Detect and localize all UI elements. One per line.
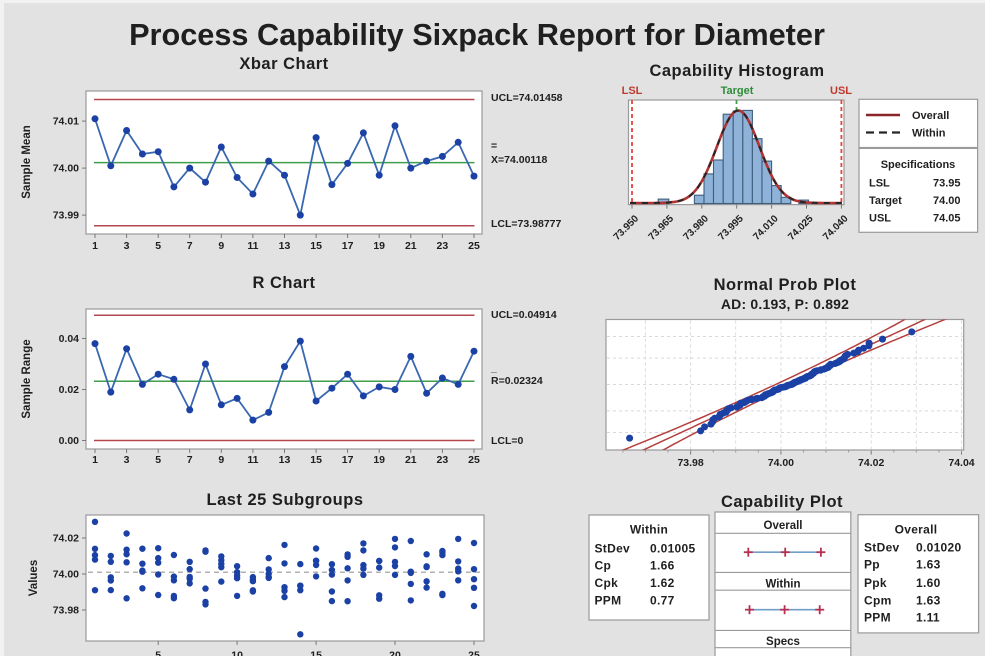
svg-text:StDev: StDev <box>595 542 631 556</box>
svg-text:Overall: Overall <box>895 523 938 537</box>
svg-text:13: 13 <box>279 454 291 466</box>
svg-text:23: 23 <box>437 240 449 252</box>
svg-text:19: 19 <box>373 240 385 252</box>
svg-text:UCL=0.04914: UCL=0.04914 <box>491 309 557 321</box>
svg-text:0.01020: 0.01020 <box>916 541 962 555</box>
svg-text:73.98: 73.98 <box>677 457 703 469</box>
svg-text:1.63: 1.63 <box>916 594 941 608</box>
svg-text:0.04: 0.04 <box>59 333 80 345</box>
svg-text:17: 17 <box>342 240 354 252</box>
svg-text:0.00: 0.00 <box>59 435 80 447</box>
svg-text:11: 11 <box>247 454 258 466</box>
svg-text:Capability Plot: Capability Plot <box>721 493 843 511</box>
svg-text:Cpk: Cpk <box>595 576 619 590</box>
svg-text:15: 15 <box>310 650 322 656</box>
svg-text:1.11: 1.11 <box>916 611 940 625</box>
svg-text:LSL: LSL <box>622 85 643 97</box>
svg-text:23: 23 <box>437 454 449 466</box>
svg-text:0.77: 0.77 <box>650 594 675 608</box>
svg-text:LSL: LSL <box>869 178 890 190</box>
svg-text:Overall: Overall <box>764 520 803 532</box>
svg-text:15: 15 <box>310 240 322 252</box>
svg-text:R=0.02324: R=0.02324 <box>491 375 543 387</box>
svg-text:Cpm: Cpm <box>864 594 892 608</box>
svg-text:25: 25 <box>468 454 480 466</box>
svg-text:Capability Histogram: Capability Histogram <box>649 62 824 80</box>
svg-text:3: 3 <box>124 454 130 466</box>
svg-text:7: 7 <box>187 240 193 252</box>
svg-text:74.02: 74.02 <box>858 457 884 469</box>
svg-text:=: = <box>491 140 497 152</box>
svg-text:0.02: 0.02 <box>59 384 80 396</box>
svg-text:20: 20 <box>389 650 401 656</box>
svg-text:Values: Values <box>28 560 40 596</box>
svg-text:Specifications: Specifications <box>881 159 956 171</box>
svg-text:USL: USL <box>869 213 891 225</box>
svg-text:19: 19 <box>373 454 385 466</box>
svg-text:74.05: 74.05 <box>933 213 961 225</box>
svg-text:Pp: Pp <box>864 558 880 572</box>
svg-text:Process Capability Sixpack Rep: Process Capability Sixpack Report for Di… <box>129 17 825 52</box>
svg-text:21: 21 <box>405 240 417 252</box>
svg-text:R Chart: R Chart <box>252 274 315 292</box>
svg-text:7: 7 <box>187 454 193 466</box>
svg-text:73.98: 73.98 <box>53 605 79 617</box>
svg-text:5: 5 <box>155 454 161 466</box>
svg-text:Normal Prob Plot: Normal Prob Plot <box>714 276 857 294</box>
svg-text:21: 21 <box>405 454 417 466</box>
svg-text:1.62: 1.62 <box>650 576 675 590</box>
svg-text:1.60: 1.60 <box>916 576 941 590</box>
svg-text:USL: USL <box>830 85 852 97</box>
svg-text:Sample Range: Sample Range <box>21 339 33 418</box>
svg-text:Overall: Overall <box>912 110 949 122</box>
svg-text:74.00: 74.00 <box>53 569 79 581</box>
svg-text:74.00: 74.00 <box>933 195 961 207</box>
svg-text:3: 3 <box>124 240 130 252</box>
svg-text:1.63: 1.63 <box>916 558 941 572</box>
svg-text:10: 10 <box>231 650 243 656</box>
svg-text:Target: Target <box>721 85 754 97</box>
svg-text:X=74.00118: X=74.00118 <box>491 154 548 166</box>
svg-text:Within: Within <box>630 523 668 537</box>
svg-text:1: 1 <box>92 454 98 466</box>
svg-text:74.04: 74.04 <box>948 457 974 469</box>
svg-text:73.95: 73.95 <box>933 178 961 190</box>
svg-text:Ppk: Ppk <box>864 576 887 590</box>
svg-text:Target: Target <box>869 195 902 207</box>
svg-text:13: 13 <box>279 240 291 252</box>
svg-text:PPM: PPM <box>595 594 622 608</box>
svg-text:Specs: Specs <box>766 636 800 648</box>
svg-text:_: _ <box>490 362 497 374</box>
svg-text:74.02: 74.02 <box>53 533 79 545</box>
svg-text:17: 17 <box>342 454 354 466</box>
svg-text:1.66: 1.66 <box>650 559 675 573</box>
svg-text:74.00: 74.00 <box>53 163 79 175</box>
svg-text:PPM: PPM <box>864 611 891 625</box>
svg-text:73.99: 73.99 <box>53 210 79 222</box>
svg-text:5: 5 <box>155 240 161 252</box>
svg-text:Within: Within <box>765 579 800 591</box>
svg-text:25: 25 <box>468 650 480 656</box>
svg-text:StDev: StDev <box>864 541 900 555</box>
svg-text:11: 11 <box>247 240 258 252</box>
svg-text:5: 5 <box>155 650 161 656</box>
svg-text:LCL=73.98777: LCL=73.98777 <box>491 218 561 230</box>
svg-text:Last 25 Subgroups: Last 25 Subgroups <box>206 491 363 509</box>
svg-text:Within: Within <box>912 128 946 140</box>
svg-text:9: 9 <box>218 454 224 466</box>
svg-text:LCL=0: LCL=0 <box>491 435 524 447</box>
svg-text:25: 25 <box>468 240 480 252</box>
svg-text:0.01005: 0.01005 <box>650 542 696 556</box>
svg-text:74.00: 74.00 <box>768 457 794 469</box>
svg-text:UCL=74.01458: UCL=74.01458 <box>491 92 563 104</box>
svg-text:AD: 0.193, P: 0.892: AD: 0.193, P: 0.892 <box>721 296 849 312</box>
svg-text:74.01: 74.01 <box>53 116 79 128</box>
svg-text:Xbar Chart: Xbar Chart <box>239 55 328 73</box>
svg-text:Sample Mean: Sample Mean <box>21 125 33 199</box>
svg-text:15: 15 <box>310 454 322 466</box>
svg-text:Cp: Cp <box>595 559 612 573</box>
svg-text:1: 1 <box>92 240 98 252</box>
svg-text:9: 9 <box>218 240 224 252</box>
